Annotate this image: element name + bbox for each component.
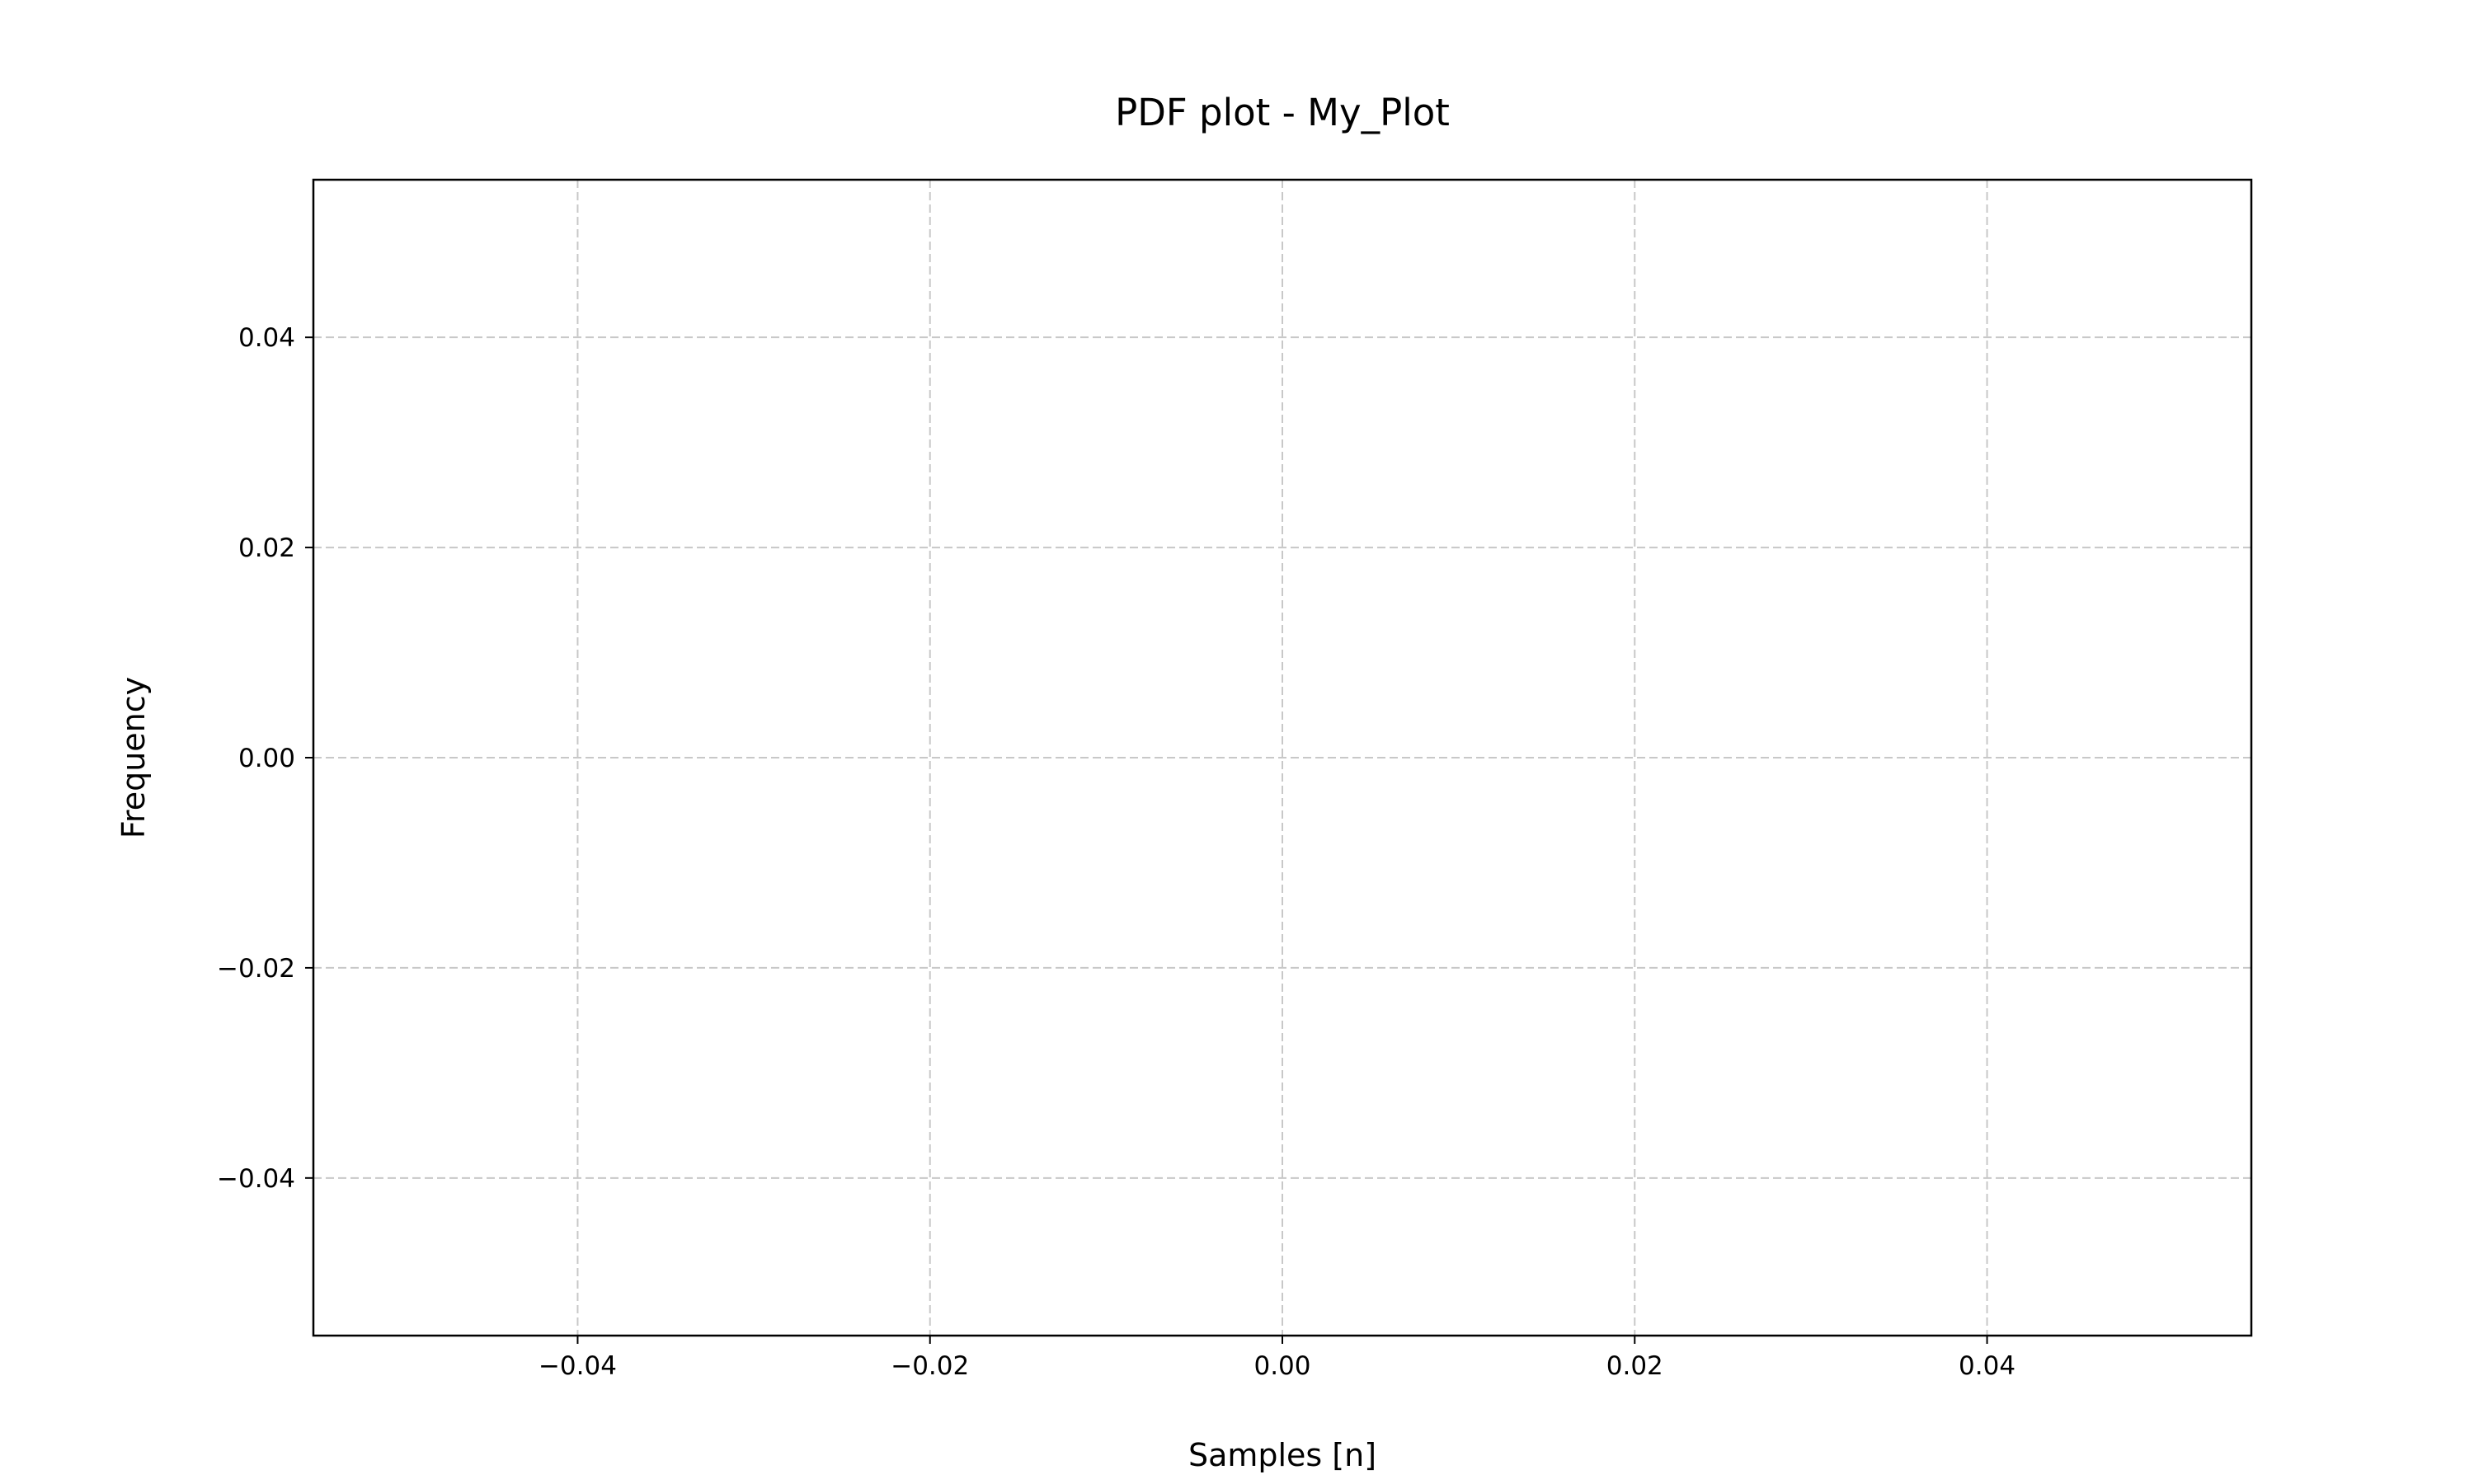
chart-title: PDF plot - My_Plot (1115, 91, 1450, 134)
x-tick-label: 0.00 (1253, 1351, 1310, 1381)
x-axis-label: Samples [n] (1188, 1437, 1376, 1473)
x-tick-label: 0.04 (1959, 1351, 2015, 1381)
y-tick-label: 0.04 (238, 323, 295, 353)
y-tick-label: 0.02 (238, 533, 295, 563)
x-tick-label: −0.04 (539, 1351, 617, 1381)
x-tick-label: 0.02 (1606, 1351, 1663, 1381)
grid (313, 180, 2251, 1336)
y-axis-label: Frequency (115, 677, 152, 838)
y-tick-label: −0.04 (217, 1164, 295, 1194)
y-tick-label: 0.00 (238, 744, 295, 773)
ticks: −0.04 −0.02 0.00 0.02 0.04 −0.04 −0.02 0.00 0.02… (217, 323, 2015, 1381)
x-tick-label: −0.02 (891, 1351, 969, 1381)
plot-area-frame (312, 178, 2253, 1337)
y-tick-label: −0.02 (217, 954, 295, 984)
